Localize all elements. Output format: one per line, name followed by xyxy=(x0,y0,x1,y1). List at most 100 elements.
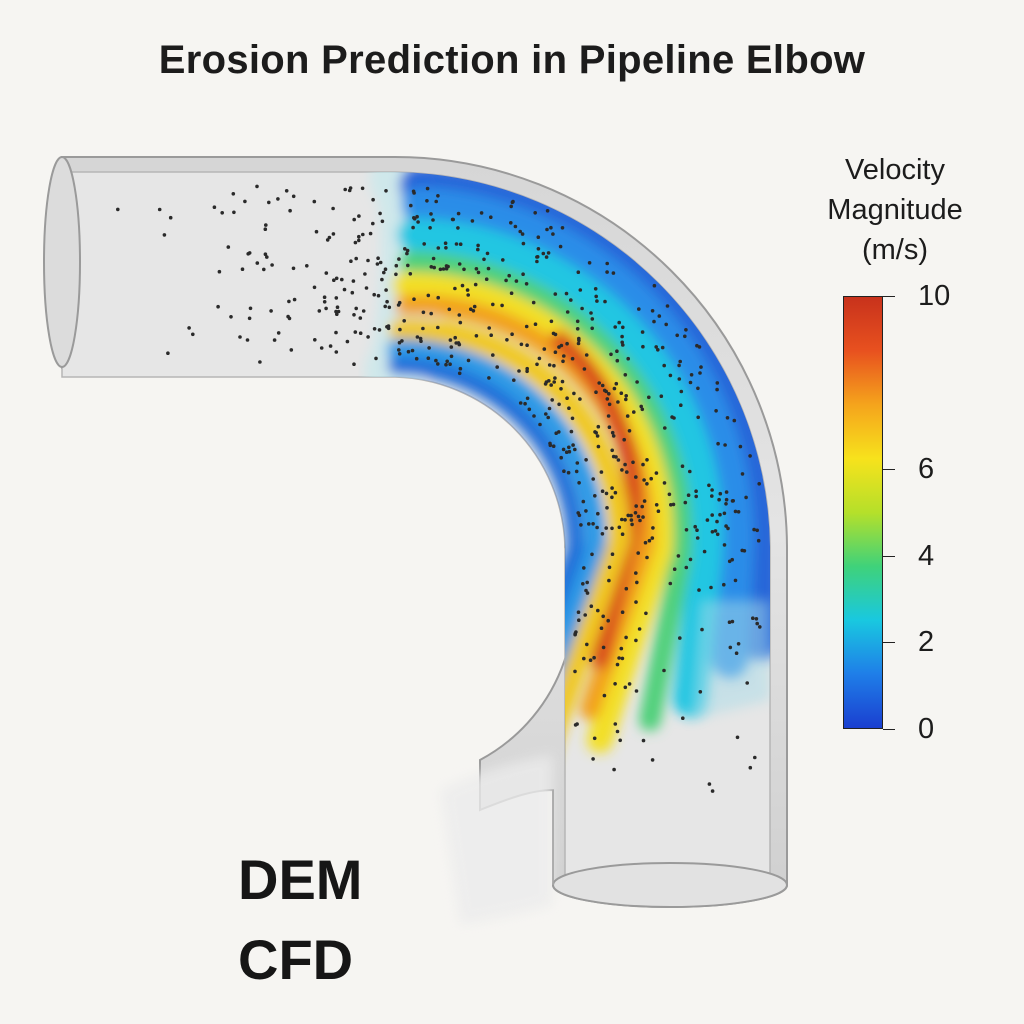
particle xyxy=(377,328,382,332)
particle xyxy=(523,401,527,406)
particle xyxy=(405,251,409,256)
particle xyxy=(594,431,598,435)
particle xyxy=(479,211,484,215)
particle xyxy=(626,356,630,361)
particle xyxy=(514,279,519,283)
particle xyxy=(443,241,448,245)
particle xyxy=(697,588,701,592)
particle xyxy=(634,504,638,508)
tick-mark xyxy=(883,555,895,557)
particle xyxy=(545,209,550,213)
particle xyxy=(570,416,575,421)
particle xyxy=(429,265,434,269)
particle xyxy=(226,245,231,249)
particle xyxy=(335,305,340,310)
particle xyxy=(471,309,476,313)
particle xyxy=(328,344,333,348)
particle xyxy=(445,359,450,364)
particle xyxy=(394,272,398,277)
particle xyxy=(649,476,653,481)
legend-title-line: Velocity xyxy=(845,154,945,186)
particle xyxy=(679,403,683,408)
particle xyxy=(654,471,659,475)
particle xyxy=(626,513,630,518)
particle xyxy=(694,489,698,494)
particle xyxy=(734,651,739,655)
particle xyxy=(510,332,514,337)
particle xyxy=(324,271,329,275)
particle xyxy=(634,571,638,575)
particle xyxy=(572,391,576,396)
particle xyxy=(629,513,633,518)
particle xyxy=(248,306,253,311)
particle xyxy=(575,327,580,331)
particle xyxy=(607,565,612,570)
particle xyxy=(594,294,598,299)
particle xyxy=(565,396,569,401)
particle xyxy=(458,366,463,371)
particle xyxy=(525,366,529,371)
particle xyxy=(509,204,513,209)
tick-label: 4 xyxy=(918,539,935,572)
particle xyxy=(422,242,427,246)
particle xyxy=(710,530,715,534)
particle xyxy=(579,523,583,527)
particle xyxy=(191,332,195,337)
particle xyxy=(352,362,356,367)
particle-layer xyxy=(116,184,762,793)
particle xyxy=(238,335,242,339)
particle xyxy=(272,338,277,342)
particle xyxy=(372,292,377,297)
particle xyxy=(647,395,651,400)
particle xyxy=(466,293,471,297)
particle xyxy=(585,591,590,595)
particle xyxy=(324,306,328,311)
particle xyxy=(436,194,440,198)
particle xyxy=(383,304,388,309)
particle xyxy=(616,458,621,462)
particle xyxy=(645,555,649,560)
particle xyxy=(600,532,605,536)
particle xyxy=(358,316,363,320)
particle xyxy=(383,267,388,272)
particle xyxy=(696,386,700,391)
particle xyxy=(291,266,296,271)
particle xyxy=(607,578,611,583)
particle xyxy=(641,515,645,519)
particle xyxy=(518,401,523,405)
particle xyxy=(611,434,616,438)
particle xyxy=(696,415,700,420)
particle xyxy=(621,325,625,330)
particle xyxy=(665,304,670,308)
particle xyxy=(421,326,425,331)
particle xyxy=(352,313,356,317)
particle xyxy=(663,426,667,430)
particle xyxy=(612,386,617,391)
particle xyxy=(397,300,402,305)
particle xyxy=(334,276,339,281)
particle xyxy=(573,669,577,674)
particle xyxy=(454,341,459,345)
particle xyxy=(397,257,401,261)
particle xyxy=(668,373,673,378)
particle xyxy=(584,588,588,593)
tick-mark xyxy=(883,729,895,730)
particle xyxy=(406,349,411,354)
particle xyxy=(509,291,514,296)
particle xyxy=(611,271,616,275)
particle xyxy=(537,356,542,361)
particle xyxy=(694,494,698,499)
particle xyxy=(350,290,355,295)
particle xyxy=(363,272,367,276)
particle xyxy=(562,469,566,474)
particle xyxy=(593,287,598,291)
particle xyxy=(168,215,173,220)
particle xyxy=(427,346,431,350)
particle xyxy=(576,610,581,614)
particle xyxy=(351,279,356,283)
particle xyxy=(718,491,723,496)
particle xyxy=(705,518,710,522)
particle xyxy=(385,299,389,304)
particle xyxy=(425,199,429,203)
particle xyxy=(599,470,604,474)
